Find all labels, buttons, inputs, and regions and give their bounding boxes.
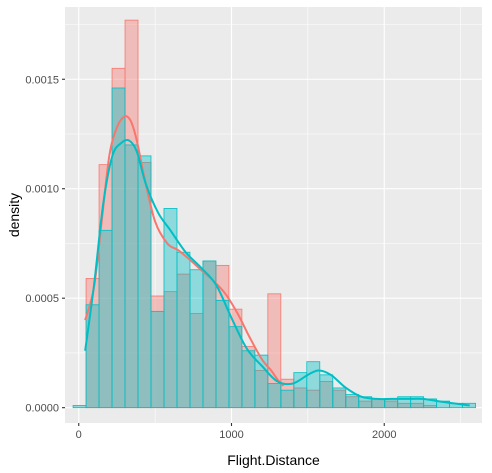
histogram-bar	[228, 326, 243, 409]
histogram-bar	[176, 251, 191, 409]
histogram-bar	[280, 389, 295, 409]
density-curve	[84, 115, 285, 387]
histogram-bar	[332, 387, 347, 409]
histogram-bar	[124, 144, 139, 409]
histogram-bar	[319, 374, 334, 409]
histogram-bar	[293, 372, 308, 409]
plot-panel	[65, 7, 482, 423]
x-tick-label: 0	[76, 429, 82, 441]
axes: 0 1000 2000 0.0000 0.0005 0.0010 0.0015	[25, 74, 396, 441]
histogram-bar	[189, 269, 204, 409]
histogram-bars	[72, 19, 476, 409]
histogram-bar	[306, 361, 321, 409]
histogram-bar	[85, 304, 100, 409]
x-tick-label: 1000	[219, 429, 243, 441]
histogram-bar	[384, 398, 399, 409]
histogram-bar	[137, 155, 152, 409]
histogram-bar	[98, 229, 113, 409]
x-tick-label: 2000	[372, 429, 396, 441]
histogram-bar	[72, 405, 87, 409]
x-axis-title: Flight.Distance	[227, 452, 320, 468]
y-tick-label: 0.0000	[25, 403, 59, 415]
histogram-bar	[345, 394, 360, 409]
histogram-bar	[150, 310, 165, 409]
y-axis-title: density	[6, 193, 22, 237]
histogram-bar	[241, 350, 256, 409]
histogram-bar	[267, 383, 282, 409]
histogram-series	[72, 87, 476, 409]
y-tick-label: 0.0010	[25, 184, 59, 196]
y-tick-label: 0.0015	[25, 74, 59, 86]
y-tick-label: 0.0005	[25, 293, 59, 305]
histogram-bar	[215, 299, 230, 409]
density-curve	[84, 138, 470, 407]
density-curves	[84, 115, 470, 407]
histogram-bar	[371, 398, 386, 409]
